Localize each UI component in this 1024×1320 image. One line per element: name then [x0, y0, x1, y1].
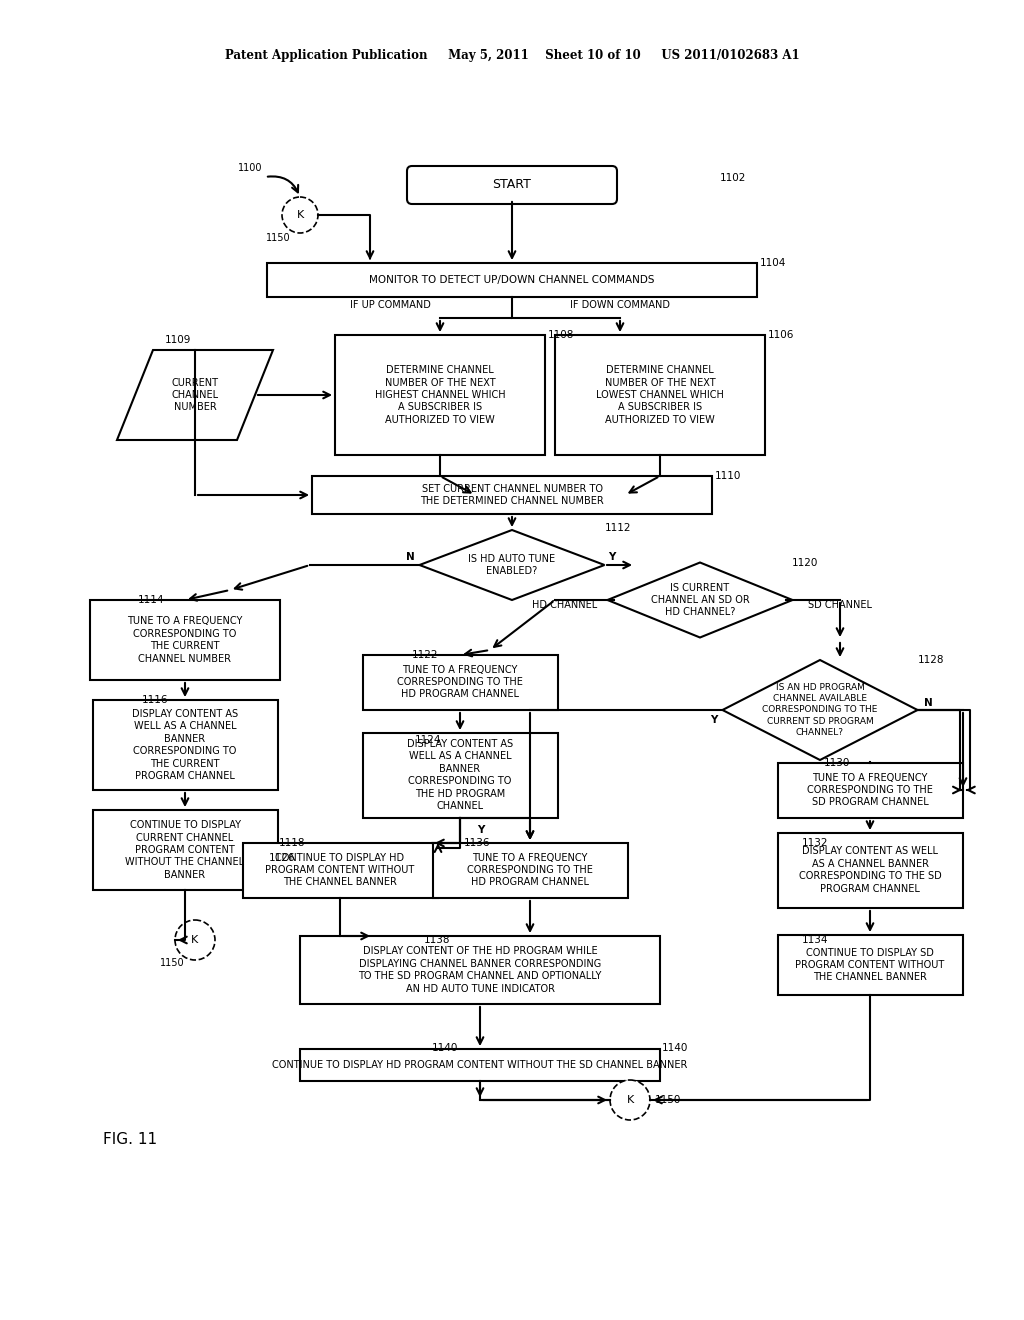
- Text: CONTINUE TO DISPLAY SD
PROGRAM CONTENT WITHOUT
THE CHANNEL BANNER: CONTINUE TO DISPLAY SD PROGRAM CONTENT W…: [796, 948, 944, 982]
- Bar: [92, 810, 278, 890]
- Bar: [90, 601, 280, 680]
- Text: K: K: [296, 210, 304, 220]
- Text: IF UP COMMAND: IF UP COMMAND: [349, 300, 430, 310]
- Text: 1114: 1114: [138, 595, 165, 605]
- Text: HD CHANNEL: HD CHANNEL: [532, 601, 598, 610]
- Text: FIG. 11: FIG. 11: [103, 1133, 157, 1147]
- Text: 1110: 1110: [715, 471, 741, 480]
- Text: CONTINUE TO DISPLAY HD PROGRAM CONTENT WITHOUT THE SD CHANNEL BANNER: CONTINUE TO DISPLAY HD PROGRAM CONTENT W…: [272, 1060, 688, 1071]
- Text: Y: Y: [608, 552, 615, 562]
- Bar: [243, 842, 437, 898]
- Text: IF DOWN COMMAND: IF DOWN COMMAND: [570, 300, 670, 310]
- Circle shape: [610, 1080, 650, 1119]
- Text: 1120: 1120: [792, 558, 818, 568]
- Text: 1136: 1136: [464, 838, 490, 847]
- Text: 1140: 1140: [432, 1043, 458, 1053]
- Text: 1124: 1124: [415, 735, 441, 744]
- Text: 1118: 1118: [279, 838, 305, 847]
- Text: TUNE TO A FREQUENCY
CORRESPONDING TO
THE CURRENT
CHANNEL NUMBER: TUNE TO A FREQUENCY CORRESPONDING TO THE…: [127, 616, 243, 664]
- Bar: [300, 936, 660, 1005]
- Text: DISPLAY CONTENT AS
WELL AS A CHANNEL
BANNER
CORRESPONDING TO
THE HD PROGRAM
CHAN: DISPLAY CONTENT AS WELL AS A CHANNEL BAN…: [407, 739, 513, 810]
- Text: DETERMINE CHANNEL
NUMBER OF THE NEXT
HIGHEST CHANNEL WHICH
A SUBSCRIBER IS
AUTHO: DETERMINE CHANNEL NUMBER OF THE NEXT HIG…: [375, 366, 505, 425]
- Text: CONTINUE TO DISPLAY HD
PROGRAM CONTENT WITHOUT
THE CHANNEL BANNER: CONTINUE TO DISPLAY HD PROGRAM CONTENT W…: [265, 853, 415, 887]
- Text: 1112: 1112: [605, 523, 632, 533]
- Text: 1126: 1126: [268, 853, 295, 863]
- Bar: [777, 763, 963, 817]
- Text: 1102: 1102: [720, 173, 746, 183]
- Text: DISPLAY CONTENT OF THE HD PROGRAM WHILE
DISPLAYING CHANNEL BANNER CORRESPONDING
: DISPLAY CONTENT OF THE HD PROGRAM WHILE …: [358, 946, 602, 994]
- Text: SD CHANNEL: SD CHANNEL: [808, 601, 872, 610]
- Text: 1104: 1104: [760, 257, 786, 268]
- Bar: [267, 263, 757, 297]
- Text: 1108: 1108: [548, 330, 574, 341]
- Text: 1134: 1134: [802, 935, 828, 945]
- Text: IS CURRENT
CHANNEL AN SD OR
HD CHANNEL?: IS CURRENT CHANNEL AN SD OR HD CHANNEL?: [650, 582, 750, 618]
- Text: MONITOR TO DETECT UP/DOWN CHANNEL COMMANDS: MONITOR TO DETECT UP/DOWN CHANNEL COMMAN…: [370, 275, 654, 285]
- Text: N: N: [924, 698, 933, 708]
- Text: 1132: 1132: [802, 838, 828, 847]
- Text: Y: Y: [711, 715, 718, 725]
- Text: 1128: 1128: [918, 655, 944, 665]
- Text: DISPLAY CONTENT AS WELL
AS A CHANNEL BANNER
CORRESPONDING TO THE SD
PROGRAM CHAN: DISPLAY CONTENT AS WELL AS A CHANNEL BAN…: [799, 846, 941, 894]
- Text: 1150: 1150: [265, 234, 291, 243]
- Text: 1100: 1100: [238, 162, 262, 173]
- Polygon shape: [420, 531, 604, 601]
- Circle shape: [175, 920, 215, 960]
- Text: 1138: 1138: [424, 935, 450, 945]
- Bar: [362, 733, 557, 817]
- Bar: [300, 1049, 660, 1081]
- Text: SET CURRENT CHANNEL NUMBER TO
THE DETERMINED CHANNEL NUMBER: SET CURRENT CHANNEL NUMBER TO THE DETERM…: [420, 484, 604, 506]
- Bar: [432, 842, 628, 898]
- Text: Patent Application Publication     May 5, 2011    Sheet 10 of 10     US 2011/010: Patent Application Publication May 5, 20…: [224, 49, 800, 62]
- Circle shape: [282, 197, 318, 234]
- Text: N: N: [407, 552, 415, 562]
- Bar: [312, 477, 712, 513]
- Bar: [777, 833, 963, 908]
- Text: IS HD AUTO TUNE
ENABLED?: IS HD AUTO TUNE ENABLED?: [468, 554, 556, 577]
- Bar: [92, 700, 278, 789]
- Text: 1109: 1109: [165, 335, 191, 345]
- Text: DETERMINE CHANNEL
NUMBER OF THE NEXT
LOWEST CHANNEL WHICH
A SUBSCRIBER IS
AUTHOR: DETERMINE CHANNEL NUMBER OF THE NEXT LOW…: [596, 366, 724, 425]
- Text: START: START: [493, 178, 531, 191]
- Text: 1150: 1150: [655, 1096, 681, 1105]
- Text: 1150: 1150: [160, 958, 184, 968]
- Text: 1106: 1106: [768, 330, 795, 341]
- Text: 1130: 1130: [824, 758, 850, 768]
- Text: K: K: [627, 1096, 634, 1105]
- Bar: [362, 655, 557, 710]
- Polygon shape: [723, 660, 918, 760]
- Bar: [335, 335, 545, 455]
- Text: 1140: 1140: [662, 1043, 688, 1053]
- Text: TUNE TO A FREQUENCY
CORRESPONDING TO THE
SD PROGRAM CHANNEL: TUNE TO A FREQUENCY CORRESPONDING TO THE…: [807, 772, 933, 808]
- Text: TUNE TO A FREQUENCY
CORRESPONDING TO THE
HD PROGRAM CHANNEL: TUNE TO A FREQUENCY CORRESPONDING TO THE…: [467, 853, 593, 887]
- FancyBboxPatch shape: [407, 166, 617, 205]
- Polygon shape: [607, 562, 793, 638]
- Bar: [777, 935, 963, 995]
- Polygon shape: [117, 350, 273, 440]
- Text: Y: Y: [477, 825, 484, 836]
- Bar: [555, 335, 765, 455]
- Text: 1116: 1116: [142, 696, 169, 705]
- Text: 1122: 1122: [412, 649, 438, 660]
- Text: K: K: [191, 935, 199, 945]
- Text: IS AN HD PROGRAM
CHANNEL AVAILABLE
CORRESPONDING TO THE
CURRENT SD PROGRAM
CHANN: IS AN HD PROGRAM CHANNEL AVAILABLE CORRE…: [762, 684, 878, 737]
- Text: CONTINUE TO DISPLAY
CURRENT CHANNEL
PROGRAM CONTENT
WITHOUT THE CHANNEL
BANNER: CONTINUE TO DISPLAY CURRENT CHANNEL PROG…: [125, 820, 245, 880]
- Text: TUNE TO A FREQUENCY
CORRESPONDING TO THE
HD PROGRAM CHANNEL: TUNE TO A FREQUENCY CORRESPONDING TO THE…: [397, 664, 523, 700]
- Text: DISPLAY CONTENT AS
WELL AS A CHANNEL
BANNER
CORRESPONDING TO
THE CURRENT
PROGRAM: DISPLAY CONTENT AS WELL AS A CHANNEL BAN…: [132, 709, 238, 781]
- Text: CURRENT
CHANNEL
NUMBER: CURRENT CHANNEL NUMBER: [171, 378, 218, 412]
